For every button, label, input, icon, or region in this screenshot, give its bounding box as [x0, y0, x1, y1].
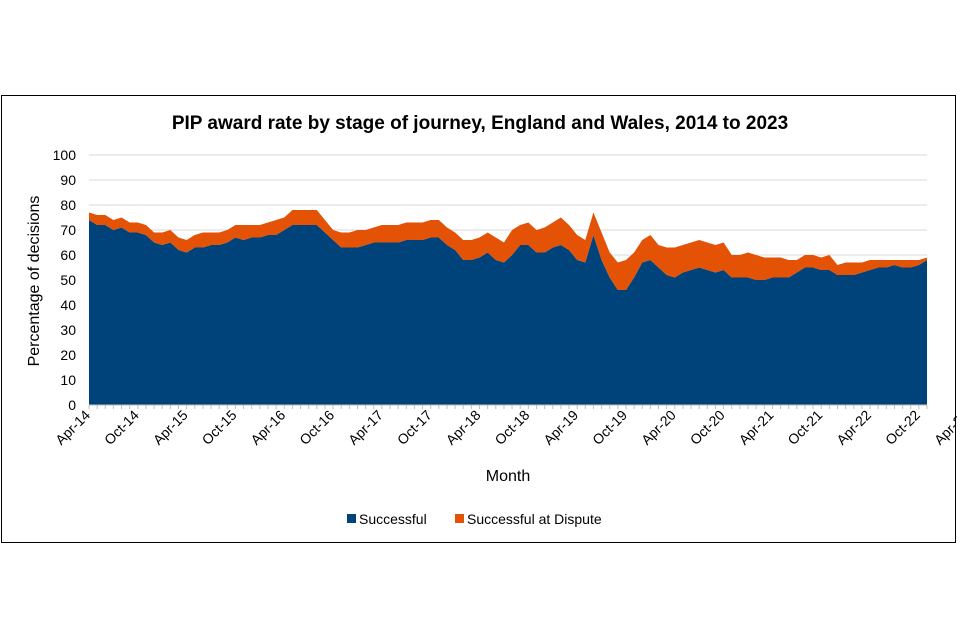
x-axis: Apr-14 Oct-14 Apr-15 Oct-15 Apr-16 Oct-16 Apr-…: [52, 404, 957, 448]
y-tick-label: 30: [60, 322, 76, 338]
y-tick-label: 70: [60, 222, 76, 238]
series-area-successful-at-dispute: [89, 210, 927, 290]
x-tick-label: Apr-15: [150, 407, 191, 448]
y-tick-label: 20: [60, 347, 76, 363]
x-tick-label: Oct-17: [394, 407, 435, 448]
x-tick-label: Oct-16: [296, 407, 337, 448]
y-axis-label: Percentage of decisions: [26, 196, 43, 367]
legend-label: Successful at Dispute: [467, 511, 602, 527]
y-tick-label: 100: [53, 147, 77, 163]
x-tick-label: Apr-23: [931, 407, 957, 448]
x-tick-label: Apr-18: [443, 407, 484, 448]
series-area-successful: [89, 220, 927, 405]
x-tick-label: Apr-21: [736, 407, 777, 448]
y-tick-label: 0: [68, 397, 76, 413]
y-tick-label: 90: [60, 172, 76, 188]
legend-label: Successful: [359, 511, 427, 527]
y-tick-label: 80: [60, 197, 76, 213]
chart-svg: PIP award rate by stage of journey, Engl…: [26, 113, 957, 527]
x-tick-label: Oct-18: [491, 407, 532, 448]
legend-swatch: [347, 514, 356, 523]
plot-area: [89, 210, 927, 405]
y-tick-label: 60: [60, 247, 76, 263]
x-tick-label: Oct-21: [784, 407, 825, 448]
x-tick-label: Apr-19: [540, 407, 581, 448]
y-tick-label: 10: [60, 372, 76, 388]
x-tick-label: Apr-16: [247, 407, 288, 448]
y-axis: 0 10 20 30 40 50 60 70 80 90 100: [53, 147, 77, 413]
x-tick-label: Oct-22: [882, 407, 923, 448]
legend-swatch: [455, 514, 464, 523]
x-tick-label: Apr-20: [638, 407, 679, 448]
x-tick-label: Oct-20: [687, 407, 728, 448]
chart-title: PIP award rate by stage of journey, Engl…: [172, 113, 788, 134]
legend: Successful Successful at Dispute: [347, 511, 602, 527]
x-tick-label: Apr-17: [345, 407, 386, 448]
x-tick-label: Apr-22: [833, 407, 874, 448]
y-tick-label: 50: [60, 272, 76, 288]
x-axis-label: Month: [486, 468, 530, 485]
x-tick-label: Oct-14: [101, 407, 142, 448]
y-tick-label: 40: [60, 297, 76, 313]
x-tick-label: Oct-15: [199, 407, 240, 448]
chart-frame: PIP award rate by stage of journey, Engl…: [1, 95, 957, 543]
x-tick-label: Oct-19: [589, 407, 630, 448]
